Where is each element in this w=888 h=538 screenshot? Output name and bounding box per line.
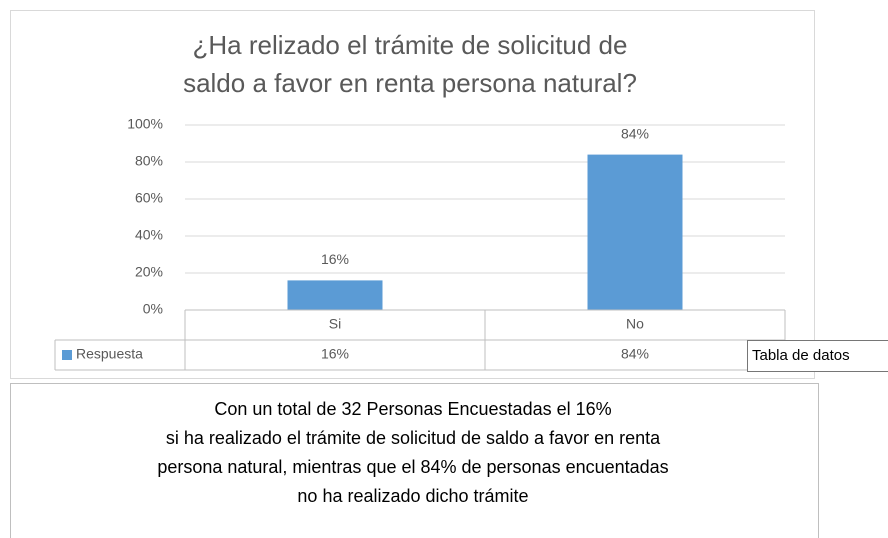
text-line: si ha realizado el trámite de solicitud … — [166, 428, 661, 448]
data-label: 16% — [321, 251, 349, 267]
bar — [587, 154, 683, 310]
x-tick-label: No — [626, 316, 644, 332]
text-box — [10, 383, 819, 538]
y-tick-label: 60% — [135, 190, 163, 206]
text-line: no ha realizado dicho trámite — [297, 486, 528, 506]
chart-frame — [10, 10, 815, 379]
text-line: persona natural, mientras que el 84% de … — [157, 457, 668, 477]
legend-label: Respuesta — [76, 346, 143, 362]
y-tick-label: 40% — [135, 227, 163, 243]
y-tick-label: 20% — [135, 264, 163, 280]
y-tick-label: 100% — [127, 116, 163, 132]
tooltip: Tabla de datos — [752, 347, 850, 364]
y-tick-label: 0% — [143, 301, 163, 317]
table-cell: 84% — [621, 346, 649, 362]
x-tick-label: Si — [329, 316, 341, 332]
text-line: Con un total de 32 Personas Encuestadas … — [214, 399, 611, 419]
table-cell: 16% — [321, 346, 349, 362]
chart-title: saldo a favor en renta persona natural? — [183, 68, 637, 98]
legend-swatch — [62, 350, 72, 360]
chart-title: ¿Ha relizado el trámite de solicitud de — [193, 30, 628, 60]
bar — [287, 280, 383, 310]
data-label: 84% — [621, 125, 649, 141]
y-tick-label: 80% — [135, 153, 163, 169]
tooltip-box — [747, 340, 888, 372]
